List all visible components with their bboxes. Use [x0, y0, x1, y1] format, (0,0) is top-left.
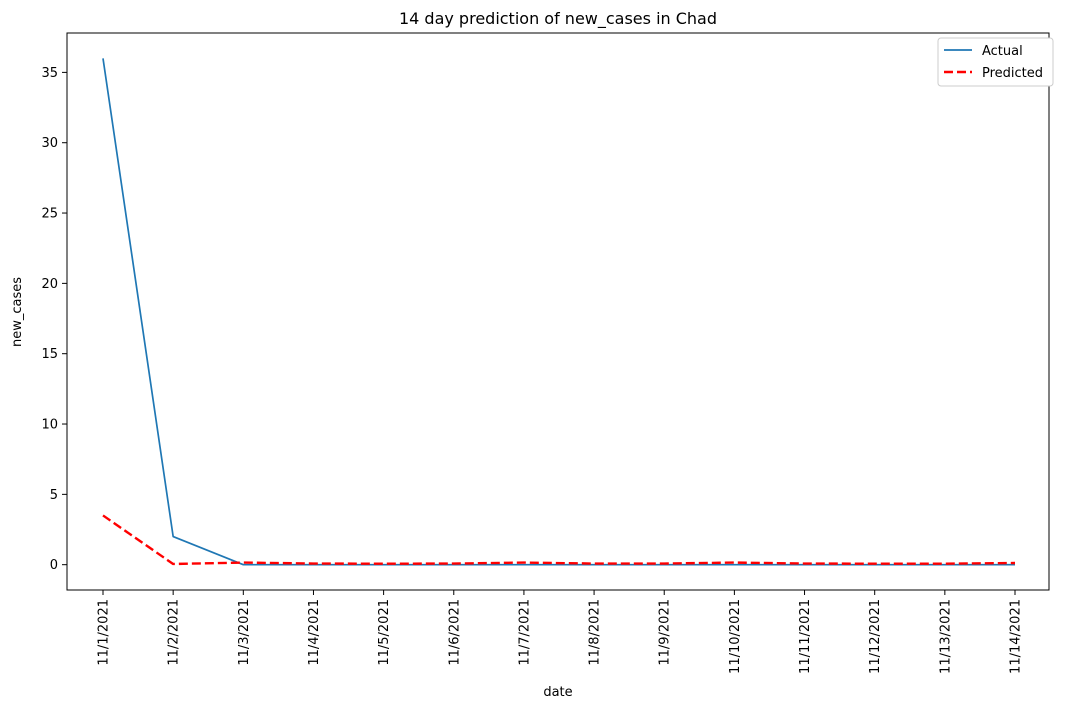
- x-tick-label: 11/3/2021: [237, 599, 252, 666]
- y-tick-label: 20: [41, 277, 58, 292]
- y-tick-label: 0: [50, 558, 58, 573]
- y-tick-label: 25: [41, 207, 58, 222]
- y-tick-label: 10: [41, 418, 58, 433]
- legend-label-actual: Actual: [982, 44, 1023, 59]
- legend-label-predicted: Predicted: [982, 66, 1043, 81]
- y-tick-label: 15: [41, 347, 58, 362]
- x-tick-label: 11/8/2021: [588, 599, 603, 666]
- chart-title: 14 day prediction of new_cases in Chad: [399, 9, 717, 29]
- series-line-predicted: [102, 514, 1016, 566]
- y-tick-label: 30: [41, 136, 58, 151]
- x-tick-label: 11/9/2021: [658, 599, 673, 666]
- x-tick-label: 11/11/2021: [798, 599, 813, 674]
- y-tick-label: 5: [50, 488, 58, 503]
- x-tick-label: 11/1/2021: [97, 599, 112, 666]
- x-tick-label: 11/2/2021: [167, 599, 182, 666]
- x-tick-label: 11/6/2021: [447, 599, 462, 666]
- axes-frame: [66, 32, 1050, 591]
- x-tick-label: 11/10/2021: [728, 599, 743, 674]
- x-tick-label: 11/7/2021: [517, 599, 532, 666]
- series-line-actual: [102, 58, 1015, 566]
- x-axis-label: date: [543, 685, 572, 700]
- x-tick-label: 11/14/2021: [1009, 599, 1024, 674]
- y-tick-label: 35: [41, 66, 58, 81]
- y-axis: 0 5 10 15 20 25 30 35: [41, 66, 67, 573]
- x-tick-label: 11/13/2021: [938, 599, 953, 674]
- x-axis: 11/1/2021 11/2/2021 11/3/2021 11/4/2021 11/5…: [97, 590, 1024, 674]
- plot-area: [102, 58, 1016, 566]
- legend: Actual Predicted: [937, 37, 1054, 87]
- x-tick-label: 11/5/2021: [377, 599, 392, 666]
- x-tick-label: 11/12/2021: [868, 599, 883, 674]
- x-tick-label: 11/4/2021: [307, 599, 322, 666]
- y-axis-label: new_cases: [10, 277, 25, 347]
